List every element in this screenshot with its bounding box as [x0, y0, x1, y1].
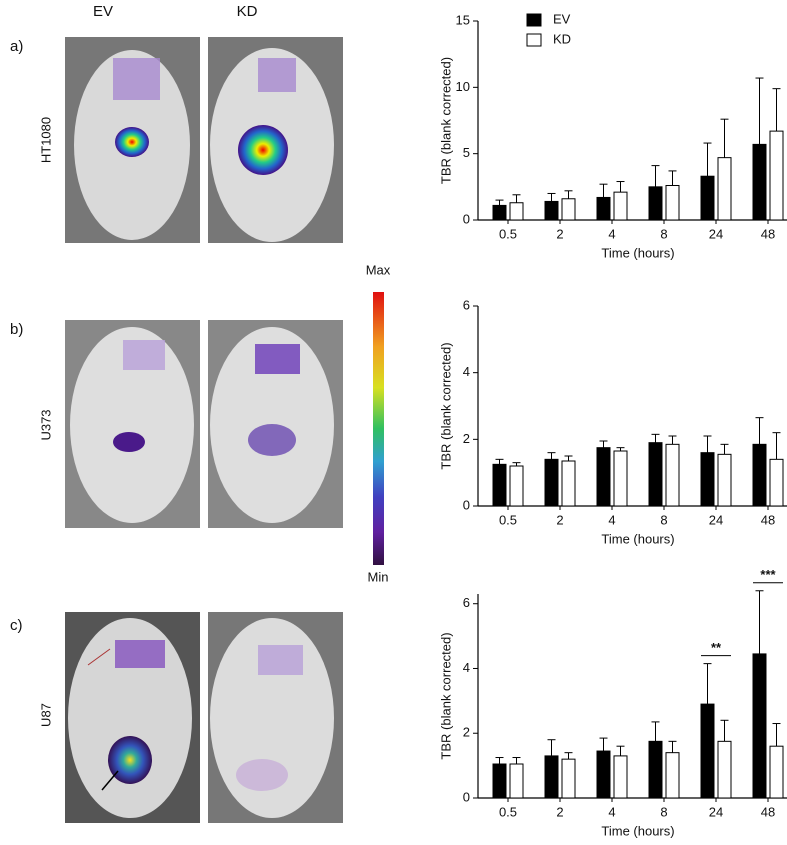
bar [752, 143, 767, 221]
bar [509, 202, 524, 221]
y-tick-label: 0 [463, 497, 470, 512]
legend-swatch [526, 13, 542, 27]
y-tick-label: 0 [463, 211, 470, 226]
x-tick-label: 0.5 [499, 512, 517, 527]
bar [648, 186, 663, 221]
column-header: KD [237, 3, 258, 20]
bar [665, 752, 680, 799]
y-tick-label: 4 [463, 660, 470, 675]
y-tick-label: 6 [463, 297, 470, 312]
bar [769, 130, 784, 221]
panel-label: b) [10, 321, 23, 338]
colorbar [373, 292, 384, 565]
x-tick-label: 48 [761, 804, 775, 819]
y-tick-label: 2 [463, 725, 470, 740]
colorbar-min: Min [368, 569, 389, 584]
mouse-images [65, 37, 384, 823]
bar [561, 460, 576, 507]
y-axis-title: TBR (blank corrected) [438, 632, 453, 759]
bar [509, 465, 524, 507]
y-axis-title: TBR (blank corrected) [438, 57, 453, 184]
bar [648, 442, 663, 507]
legend-label: EV [553, 11, 571, 26]
y-tick-label: 10 [456, 79, 470, 94]
bar [492, 763, 507, 799]
bar [769, 458, 784, 507]
bar [700, 452, 715, 507]
y-axis-title: TBR (blank corrected) [438, 342, 453, 469]
y-tick-label: 0 [463, 789, 470, 804]
x-axis-title: Time (hours) [601, 823, 674, 838]
bar [544, 458, 559, 507]
bar [544, 755, 559, 799]
x-tick-label: 2 [556, 512, 563, 527]
y-tick-label: 2 [463, 431, 470, 446]
bar [492, 204, 507, 221]
x-tick-label: 4 [608, 512, 615, 527]
bar [596, 447, 611, 507]
legend-swatch [526, 33, 542, 47]
bar [544, 200, 559, 221]
bar [665, 443, 680, 507]
bar [596, 750, 611, 799]
bar [752, 443, 767, 507]
x-tick-label: 0.5 [499, 226, 517, 241]
x-tick-label: 48 [761, 512, 775, 527]
x-tick-label: 4 [608, 804, 615, 819]
bar [665, 185, 680, 221]
panel-label: a) [10, 38, 23, 55]
bar [613, 755, 628, 799]
x-tick-label: 2 [556, 226, 563, 241]
x-tick-label: 24 [709, 226, 723, 241]
annotation: *** [760, 567, 776, 582]
row-label: U373 [38, 409, 53, 440]
bar [648, 740, 663, 799]
bar [492, 463, 507, 507]
panel-label: c) [10, 617, 23, 634]
x-axis-title: Time (hours) [601, 245, 674, 260]
colorbar-max: Max [366, 262, 391, 277]
x-tick-label: 24 [709, 512, 723, 527]
column-header: EV [93, 3, 113, 20]
y-tick-label: 5 [463, 145, 470, 160]
y-tick-label: 15 [456, 12, 470, 27]
x-axis-title: Time (hours) [601, 531, 674, 546]
x-tick-label: 8 [660, 226, 667, 241]
x-tick-label: 8 [660, 804, 667, 819]
y-tick-label: 4 [463, 364, 470, 379]
y-tick-label: 6 [463, 595, 470, 610]
legend-label: KD [553, 31, 571, 46]
x-tick-label: 4 [608, 226, 615, 241]
row-label: HT1080 [38, 117, 53, 163]
bar [596, 196, 611, 221]
bar [561, 758, 576, 799]
bar [717, 453, 732, 507]
bar [613, 191, 628, 221]
bar [717, 157, 732, 221]
row-label: U87 [38, 703, 53, 727]
bar [700, 175, 715, 221]
bar [769, 745, 784, 799]
x-tick-label: 48 [761, 226, 775, 241]
x-tick-label: 8 [660, 512, 667, 527]
bar [613, 450, 628, 507]
bar [752, 653, 767, 799]
annotation: ** [711, 640, 722, 655]
x-tick-label: 24 [709, 804, 723, 819]
bar [700, 703, 715, 799]
bar [561, 198, 576, 221]
bar [509, 763, 524, 799]
x-tick-label: 0.5 [499, 804, 517, 819]
bar [717, 740, 732, 799]
x-tick-label: 2 [556, 804, 563, 819]
